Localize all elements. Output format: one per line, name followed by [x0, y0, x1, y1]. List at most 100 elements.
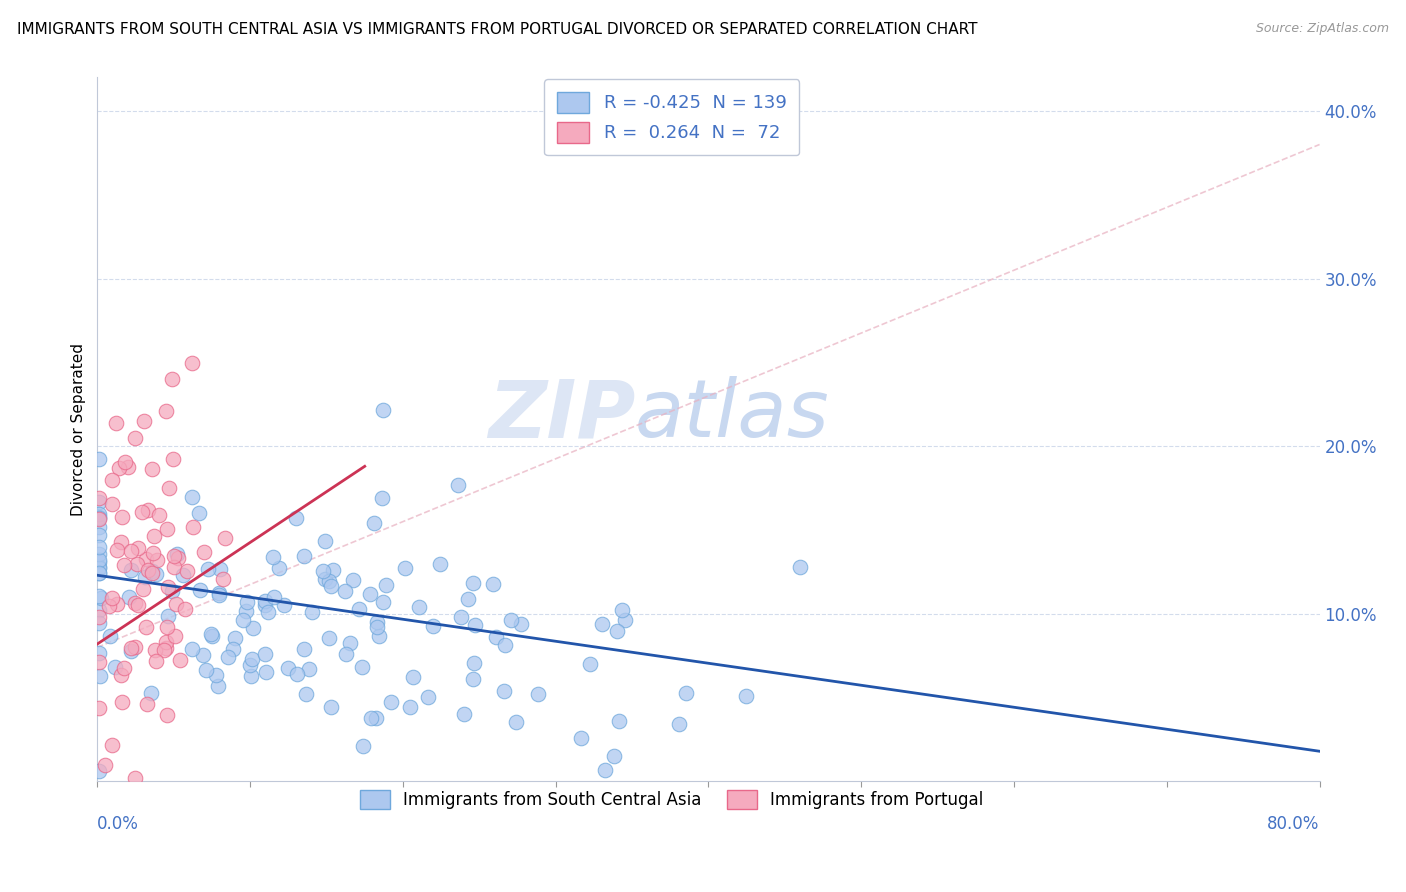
Point: [610, 602, 633, 616]
Point: [188, 583, 211, 598]
Point: [269, 561, 291, 575]
Point: [463, 656, 485, 670]
Point: [87, 590, 110, 604]
Point: [222, 642, 245, 657]
Point: [156, 620, 179, 634]
Point: [461, 576, 484, 591]
Point: [120, 644, 142, 658]
Point: [87, 547, 110, 561]
Point: [97, 599, 120, 614]
Point: [461, 672, 484, 686]
Point: [87, 452, 110, 467]
Point: [176, 564, 198, 578]
Point: [579, 657, 602, 671]
Point: [285, 511, 308, 525]
Point: [117, 590, 139, 604]
Point: [205, 668, 228, 682]
Point: [193, 545, 215, 559]
Point: [141, 546, 163, 560]
Point: [87, 561, 110, 575]
Point: [87, 701, 110, 715]
Point: [593, 763, 616, 777]
Point: [253, 647, 276, 661]
Point: [98, 629, 121, 643]
Point: [212, 573, 235, 587]
Point: [136, 502, 159, 516]
Point: [399, 699, 422, 714]
Point: [374, 578, 396, 592]
Point: [335, 648, 357, 662]
Point: [143, 643, 166, 657]
Point: [127, 541, 149, 555]
Point: [105, 542, 128, 557]
Point: [262, 550, 284, 565]
Point: [510, 616, 533, 631]
Point: [207, 679, 229, 693]
Point: [363, 516, 385, 530]
Point: [187, 506, 209, 520]
Point: [153, 643, 176, 657]
Point: [87, 764, 110, 778]
Point: [134, 570, 156, 584]
Point: [87, 616, 110, 631]
Point: [339, 636, 361, 650]
Point: [494, 638, 516, 652]
Point: [197, 561, 219, 575]
Point: [124, 596, 146, 610]
Point: [87, 553, 110, 567]
Point: [87, 520, 110, 534]
Point: [485, 631, 508, 645]
Point: [453, 707, 475, 722]
Point: [163, 559, 186, 574]
Point: [527, 687, 550, 701]
Point: [120, 563, 142, 577]
Point: [195, 663, 218, 677]
Point: [124, 431, 146, 445]
Point: [142, 529, 165, 543]
Point: [166, 551, 188, 566]
Point: [319, 700, 342, 714]
Point: [87, 540, 110, 554]
Point: [87, 507, 110, 521]
Point: [232, 613, 254, 627]
Point: [217, 649, 239, 664]
Point: [101, 497, 124, 511]
Point: [295, 687, 318, 701]
Point: [335, 583, 357, 598]
Point: [208, 561, 231, 575]
Point: [174, 601, 197, 615]
Point: [87, 566, 110, 580]
Point: [111, 695, 134, 709]
Point: [371, 595, 394, 609]
Point: [235, 604, 257, 618]
Point: [148, 508, 170, 523]
Point: [366, 615, 388, 630]
Point: [239, 657, 262, 672]
Point: [254, 665, 277, 680]
Point: [141, 565, 163, 579]
Point: [429, 558, 451, 572]
Point: [141, 462, 163, 476]
Point: [135, 620, 157, 634]
Point: [120, 640, 142, 655]
Point: [120, 543, 142, 558]
Text: 0.0%: 0.0%: [97, 815, 139, 833]
Point: [360, 711, 382, 725]
Y-axis label: Divorced or Separated: Divorced or Separated: [72, 343, 86, 516]
Point: [94, 758, 117, 772]
Point: [162, 452, 184, 467]
Point: [155, 640, 177, 655]
Point: [735, 689, 758, 703]
Point: [100, 473, 122, 487]
Point: [139, 686, 162, 700]
Point: [319, 579, 342, 593]
Point: [214, 532, 236, 546]
Point: [789, 559, 811, 574]
Point: [114, 455, 136, 469]
Text: ZIP: ZIP: [488, 376, 636, 454]
Point: [87, 555, 110, 569]
Point: [117, 459, 139, 474]
Point: [208, 588, 231, 602]
Point: [200, 627, 222, 641]
Text: Source: ZipAtlas.com: Source: ZipAtlas.com: [1256, 22, 1389, 36]
